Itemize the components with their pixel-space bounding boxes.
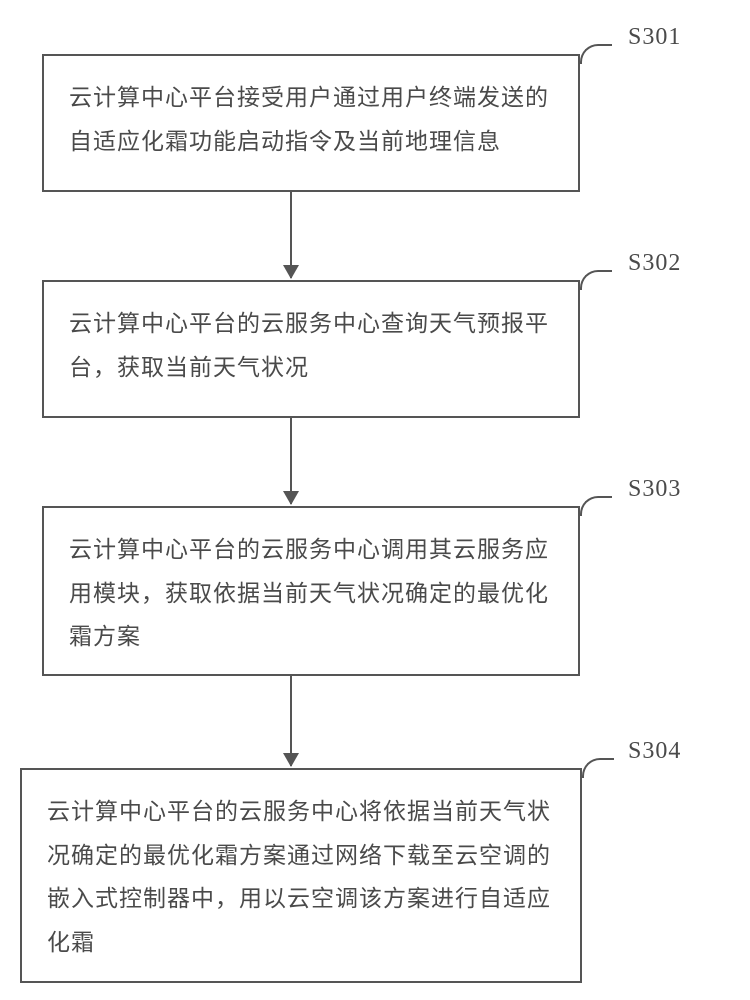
step-label-s302: S302 — [628, 250, 681, 277]
step-label-s303: S303 — [628, 476, 681, 503]
label-connector — [582, 758, 614, 778]
label-connector — [580, 496, 612, 516]
arrow-1 — [290, 192, 292, 278]
label-connector — [580, 270, 612, 290]
flowchart-container: 云计算中心平台接受用户通过用户终端发送的自适应化霜功能启动指令及当前地理信息 S… — [0, 0, 750, 1000]
step-box-s303: 云计算中心平台的云服务中心调用其云服务应用模块，获取依据当前天气状况确定的最优化… — [42, 506, 580, 676]
step-text: 云计算中心平台接受用户通过用户终端发送的自适应化霜功能启动指令及当前地理信息 — [69, 76, 553, 163]
arrow-3 — [290, 676, 292, 766]
step-box-s304: 云计算中心平台的云服务中心将依据当前天气状况确定的最优化霜方案通过网络下载至云空… — [20, 768, 582, 983]
step-text: 云计算中心平台的云服务中心调用其云服务应用模块，获取依据当前天气状况确定的最优化… — [69, 528, 553, 659]
step-text: 云计算中心平台的云服务中心查询天气预报平台，获取当前天气状况 — [69, 302, 553, 389]
step-text: 云计算中心平台的云服务中心将依据当前天气状况确定的最优化霜方案通过网络下载至云空… — [47, 790, 555, 965]
step-label-s301: S301 — [628, 24, 681, 51]
step-box-s301: 云计算中心平台接受用户通过用户终端发送的自适应化霜功能启动指令及当前地理信息 — [42, 54, 580, 192]
arrow-2 — [290, 418, 292, 504]
step-label-s304: S304 — [628, 738, 681, 765]
label-connector — [580, 44, 612, 64]
step-box-s302: 云计算中心平台的云服务中心查询天气预报平台，获取当前天气状况 — [42, 280, 580, 418]
